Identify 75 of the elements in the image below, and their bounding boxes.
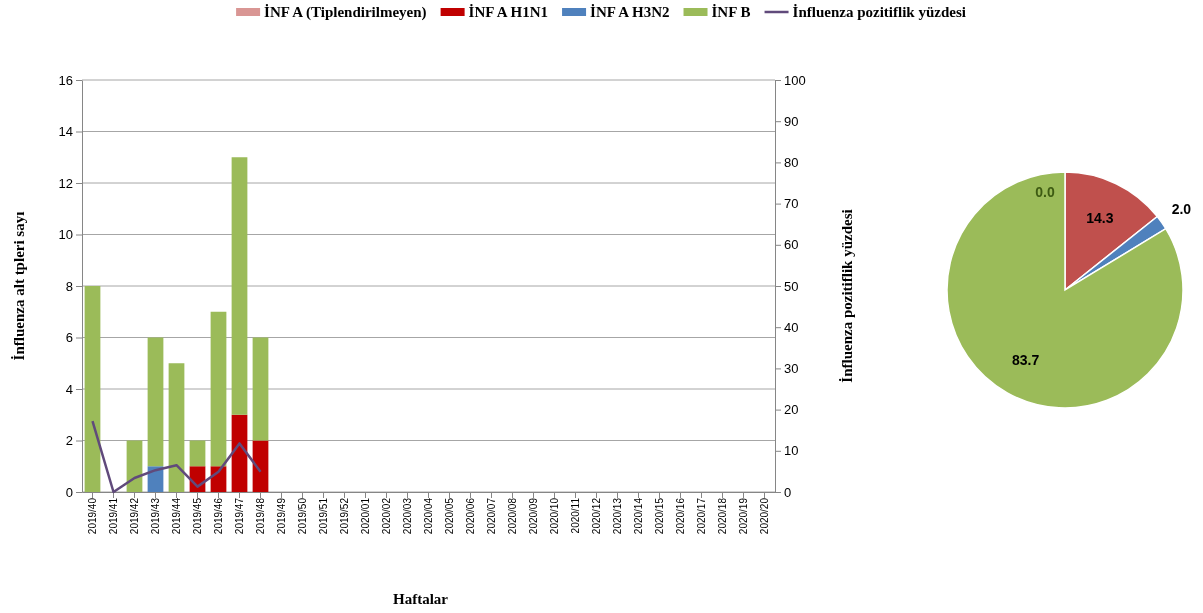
x-tick-label: 2020/15 — [654, 497, 665, 535]
data-label: 14.3 — [1086, 209, 1114, 226]
y2-tick-label: 60 — [784, 237, 799, 253]
x-axis-title: Haftalar — [393, 591, 449, 607]
x-tick-label: 2019/40 — [87, 497, 98, 535]
y2-axis-title: İnfluenza pozitiflik yüzdesi — [839, 209, 855, 383]
y-tick-label: 4 — [65, 381, 73, 397]
x-tick-label: 2020/12 — [591, 497, 602, 535]
x-tick-label: 2019/46 — [213, 497, 224, 535]
x-tick-label: 2020/08 — [507, 497, 518, 535]
x-tick-label: 2020/02 — [381, 497, 392, 535]
x-tick-label: 2020/06 — [465, 497, 476, 535]
line-series — [91, 419, 262, 494]
x-tick-label: 2020/07 — [486, 497, 497, 535]
x-tick-label: 2020/13 — [612, 497, 623, 535]
x-tick-label: 2019/47 — [234, 497, 245, 535]
x-tick-label: 2020/11 — [570, 497, 581, 534]
x-tick-label: 2020/14 — [633, 497, 644, 535]
data-label: 83.7 — [1012, 351, 1040, 368]
x-tick-label: 2020/01 — [360, 497, 371, 535]
x-tick-label: 2020/16 — [675, 497, 686, 535]
x-tick-label: 2020/18 — [717, 497, 728, 535]
y-tick-label: 12 — [58, 175, 73, 191]
y-tick-label: 2 — [65, 433, 73, 449]
x-tick-label: 2020/03 — [402, 497, 413, 535]
bar — [252, 440, 269, 492]
x-tick-label: 2019/44 — [171, 497, 182, 535]
y-tick-label: 0 — [65, 484, 73, 500]
x-tick-label: 2020/10 — [549, 497, 560, 535]
y-axis-title: İnfluenza alt tpleri sayı — [11, 211, 27, 361]
y2-tick-label: 30 — [784, 361, 799, 377]
legend-label: İNF A H1N1 — [468, 4, 549, 20]
bar — [84, 286, 101, 492]
y2-tick-label: 70 — [784, 196, 799, 212]
x-tick-label: 2020/05 — [444, 497, 455, 535]
data-label: 2.0 — [1171, 200, 1192, 217]
legend-label: İNF A (Tiplendirilmeyen) — [264, 4, 427, 21]
x-tick-label: 2020/20 — [759, 497, 770, 535]
x-tick-label: 2019/52 — [339, 497, 350, 535]
y-tick-label: 10 — [58, 227, 73, 243]
x-tick-label: 2019/49 — [276, 497, 287, 535]
y2-tick-label: 20 — [784, 402, 799, 418]
x-tick-label: 2019/48 — [255, 497, 266, 535]
x-tick-label: 2019/51 — [318, 497, 329, 535]
text: 0.0 — [1035, 183, 1055, 200]
y-tick-label: 16 — [58, 72, 73, 88]
bar — [210, 311, 227, 467]
bar — [231, 157, 248, 415]
bar — [252, 337, 269, 441]
x-tick-label: 2020/19 — [738, 497, 749, 535]
x-tick-label: 2019/42 — [129, 497, 140, 535]
x-tick-label: 2020/17 — [696, 497, 707, 535]
y-tick-label: 6 — [65, 330, 73, 346]
y2-tick-label: 100 — [784, 72, 806, 88]
y-tick-label: 14 — [58, 124, 73, 140]
x-tick-label: 2019/41 — [108, 497, 119, 535]
legend-label: İNF A H3N2 — [590, 4, 670, 20]
bar — [168, 363, 185, 492]
y-tick-label: 8 — [65, 278, 73, 294]
y2-tick-label: 0 — [784, 484, 792, 500]
y2-tick-label: 50 — [784, 278, 799, 294]
x-tick-label: 2020/09 — [528, 497, 539, 535]
y2-tick-label: 90 — [784, 113, 799, 129]
legend-label: İnfluenza pozitiflik yüzdesi — [792, 4, 966, 20]
bar — [147, 337, 164, 467]
x-tick-label: 2020/04 — [423, 497, 434, 535]
x-tick-label: 2019/50 — [297, 497, 308, 535]
y2-tick-label: 40 — [784, 319, 799, 335]
bar — [189, 440, 206, 467]
bar — [231, 414, 248, 492]
legend-label: İNF B — [711, 4, 751, 20]
y2-tick-label: 80 — [784, 155, 799, 171]
x-tick-label: 2019/45 — [192, 497, 203, 535]
x-tick-label: 2019/43 — [150, 497, 161, 535]
y2-tick-label: 10 — [784, 443, 799, 459]
